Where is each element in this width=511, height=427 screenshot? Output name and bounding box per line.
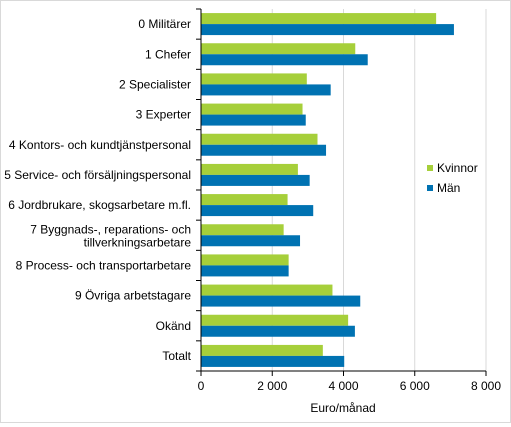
bar-kvinnor bbox=[201, 13, 437, 25]
x-tick-label: 2 000 bbox=[257, 379, 287, 393]
category-label: 2 Specialister bbox=[119, 77, 191, 91]
grid-layer bbox=[271, 9, 487, 371]
bar-man bbox=[201, 24, 454, 36]
bar-man bbox=[201, 355, 345, 367]
bar-man bbox=[201, 54, 368, 66]
bars-layer bbox=[201, 13, 454, 367]
category-label: 0 Militärer bbox=[138, 17, 191, 31]
category-label: 4 Kontors- och kundtjänstpersonal bbox=[9, 138, 191, 152]
legend: Kvinnor Män bbox=[427, 161, 478, 195]
bar-kvinnor bbox=[201, 284, 333, 296]
x-tick-label: 6 000 bbox=[400, 379, 430, 393]
category-label: 9 Övriga arbetstagare bbox=[75, 289, 191, 303]
bar-man bbox=[201, 174, 310, 186]
legend-swatch bbox=[427, 165, 433, 171]
legend-label: Män bbox=[437, 181, 460, 195]
category-label: 3 Experter bbox=[136, 108, 191, 122]
category-label: 6 Jordbrukare, skogsarbetare m.fl. bbox=[8, 198, 191, 212]
bar-kvinnor bbox=[201, 314, 349, 326]
x-axis-title: Euro/månad bbox=[310, 401, 375, 415]
category-label: 8 Process- och transportarbetare bbox=[16, 258, 192, 272]
category-labels: 0 Militärer 1 Chefer 2 Specialister 3 Exper… bbox=[4, 17, 191, 363]
bar-man bbox=[201, 144, 327, 156]
x-tick-label: 8 000 bbox=[471, 379, 501, 393]
bar-man bbox=[201, 114, 306, 126]
x-tick-label: 0 bbox=[198, 379, 205, 393]
bar-kvinnor bbox=[201, 194, 288, 206]
axis-layer: 0 2 000 4 000 6 000 8 000 bbox=[196, 8, 501, 393]
bar-man bbox=[201, 265, 289, 277]
legend-label: Kvinnor bbox=[437, 161, 478, 175]
bar-kvinnor bbox=[201, 43, 356, 55]
bar-kvinnor bbox=[201, 163, 298, 175]
bar-kvinnor bbox=[201, 133, 318, 145]
bar-man bbox=[201, 325, 355, 337]
category-label: 7 Byggnads-, reparations- och tillverknin… bbox=[30, 222, 191, 249]
category-label: Totalt bbox=[162, 349, 191, 363]
bar-man bbox=[201, 205, 314, 217]
category-label: 1 Chefer bbox=[145, 47, 191, 61]
category-label: 5 Service- och försäljningspersonal bbox=[4, 168, 191, 182]
bar-kvinnor bbox=[201, 254, 289, 266]
bar-man bbox=[201, 295, 361, 307]
bar-kvinnor bbox=[201, 73, 307, 85]
bar-man bbox=[201, 84, 331, 96]
legend-swatch bbox=[427, 185, 433, 191]
bar-kvinnor bbox=[201, 344, 323, 356]
bar-kvinnor bbox=[201, 224, 284, 236]
x-tick-label: 4 000 bbox=[328, 379, 358, 393]
bar-man bbox=[201, 235, 301, 247]
category-label: Okänd bbox=[156, 319, 191, 333]
bar-kvinnor bbox=[201, 103, 303, 115]
